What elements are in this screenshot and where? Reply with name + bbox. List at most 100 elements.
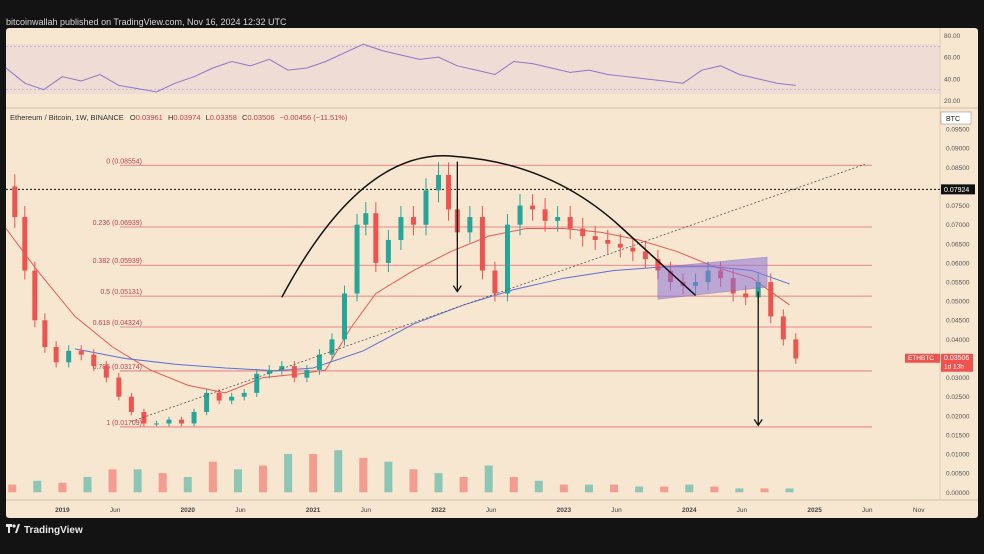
candle-body [517, 205, 523, 225]
y-tick-label: 0.05500 [946, 280, 970, 287]
volume-bar [760, 488, 769, 493]
volume-bar [133, 469, 142, 493]
y-tick-label: 0.06000 [946, 260, 970, 267]
candle-body [42, 320, 48, 348]
high-value: 0.03974 [173, 113, 200, 122]
y-tick-label: 0.09500 [946, 127, 970, 134]
candle-body [12, 186, 18, 218]
fib-label: 0.618 (0.04324) [93, 320, 142, 327]
volume-bar [183, 476, 192, 493]
candle-body [373, 213, 379, 263]
y-tick-label: 0.07500 [946, 203, 970, 210]
candle-body [743, 293, 749, 298]
volume-bar [710, 486, 719, 493]
candle-body [793, 339, 799, 359]
high-label: H [168, 113, 173, 122]
fib-label: 0.786 (0.03174) [93, 364, 142, 371]
candle-body [341, 293, 347, 340]
rsi-axis: 80.00 60.00 40.00 20.00 [6, 33, 961, 105]
candle-body [504, 224, 510, 294]
x-tick-label: 2021 [306, 507, 321, 514]
dotted-level-tag [941, 184, 975, 195]
ma-red-line [5, 228, 790, 394]
candle-body [592, 236, 598, 240]
volume-bar [409, 469, 418, 493]
footer-brand: TradingView [6, 524, 83, 536]
fib-label: 0 (0.08554) [106, 158, 142, 165]
x-tick-label: Jun [361, 507, 372, 514]
rsi-tick-label: 20.00 [944, 98, 961, 105]
candle-body [266, 369, 272, 374]
volume-bar [259, 465, 268, 493]
volume-bar [584, 484, 593, 493]
volume-bar [208, 461, 217, 493]
y-tick-label: 0.06500 [946, 241, 970, 248]
x-tick-label: 2020 [181, 507, 196, 514]
candle-body [241, 392, 247, 397]
volume-bar [8, 484, 17, 493]
y-tick-label: 0.00000 [946, 490, 970, 497]
rsi-tick-label: 40.00 [944, 76, 961, 83]
volume-bar [685, 484, 694, 493]
candle-body [354, 224, 360, 294]
volume-bar [459, 476, 468, 493]
x-tick-label: 2022 [431, 507, 446, 514]
time-axis[interactable]: 2019 Jun 2020 Jun 2021 Jun 2022 Jun 2023 Jun 2024 J… [55, 507, 925, 514]
candle-body [605, 239, 611, 244]
candle-body [153, 423, 159, 425]
volume-bar [735, 488, 744, 493]
volume-bar [284, 454, 293, 493]
volume-bar [309, 454, 318, 493]
volume-bar [660, 486, 669, 493]
change-value: −0.00456 (−11.51%) [280, 113, 348, 122]
candle-body [329, 339, 335, 355]
volume-bar [484, 465, 493, 493]
low-label: L [206, 113, 210, 122]
candle-body [642, 251, 648, 260]
x-tick-label: 2024 [682, 507, 697, 514]
candle-body [204, 392, 210, 412]
volume-bar [635, 486, 644, 493]
close-value: 0.03506 [247, 113, 274, 122]
fib-label: 0.236 (0.06939) [93, 220, 142, 227]
candle-body [66, 350, 72, 363]
volume-bar [785, 488, 794, 493]
arrow-head [753, 419, 763, 427]
currency-badge-box[interactable] [940, 111, 972, 125]
rsi-tick-label: 80.00 [944, 33, 961, 40]
volume-bar [233, 469, 242, 493]
candle-body [555, 217, 561, 221]
candle-body [103, 366, 109, 378]
candle-body [291, 366, 297, 378]
candle-body [398, 217, 404, 240]
fib-label: 0.382 (0.05939) [93, 258, 142, 265]
x-tick-label: Jun [737, 507, 748, 514]
candle-body [191, 411, 197, 424]
open-value: 0.03961 [136, 113, 163, 122]
close-label: C [242, 113, 248, 122]
candle-body [630, 247, 636, 252]
downtrend-line [619, 226, 696, 296]
currency-badge[interactable]: BTC [946, 116, 960, 123]
symbol-name: Ethereum / Bitcoin, 1W, BINANCE [10, 113, 124, 122]
candle-body [279, 366, 285, 370]
publish-caption: bitcoinwallah published on TradingView.c… [6, 17, 287, 27]
candle-body [254, 373, 260, 393]
candle-body [128, 396, 134, 412]
volume-bar [158, 473, 167, 493]
candle-body [363, 213, 369, 225]
bear-flag-box [657, 256, 768, 300]
chart-background [6, 28, 978, 518]
target-arrows [452, 161, 763, 427]
volume-bar [58, 482, 67, 493]
x-tick-label: 2025 [807, 507, 822, 514]
candle-body [542, 209, 548, 221]
candle-body [755, 282, 761, 298]
fib-label: 0.5 (0.05131) [100, 289, 142, 296]
candle-body [655, 259, 661, 271]
price-tag-countdown: 1d 13h [944, 364, 964, 371]
candle-body [78, 350, 84, 355]
y-tick-label: 0.02000 [946, 413, 970, 420]
